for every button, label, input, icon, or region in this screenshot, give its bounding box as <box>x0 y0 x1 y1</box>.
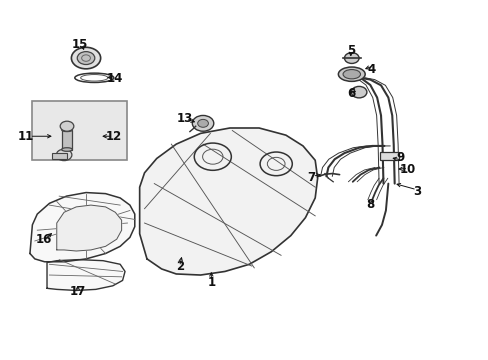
Text: 11: 11 <box>18 130 34 143</box>
Circle shape <box>197 120 208 127</box>
Circle shape <box>71 47 101 69</box>
Polygon shape <box>30 193 135 262</box>
Text: 9: 9 <box>396 151 404 164</box>
Text: 13: 13 <box>177 112 193 125</box>
Text: 17: 17 <box>69 285 86 298</box>
Circle shape <box>60 121 74 131</box>
Text: 3: 3 <box>413 185 421 198</box>
Text: 8: 8 <box>366 198 374 211</box>
Text: 7: 7 <box>307 171 315 184</box>
Ellipse shape <box>338 67 365 81</box>
Text: 16: 16 <box>35 233 52 246</box>
Polygon shape <box>47 260 125 291</box>
Ellipse shape <box>61 128 72 132</box>
Bar <box>52 153 66 159</box>
Polygon shape <box>140 128 317 275</box>
Text: 2: 2 <box>176 260 184 273</box>
Circle shape <box>56 149 72 161</box>
Text: 5: 5 <box>346 44 354 57</box>
Text: 15: 15 <box>71 38 88 51</box>
Circle shape <box>192 116 213 131</box>
Text: 1: 1 <box>207 276 215 289</box>
Ellipse shape <box>343 69 360 79</box>
Text: 6: 6 <box>347 87 355 100</box>
Text: 14: 14 <box>107 72 123 85</box>
Ellipse shape <box>61 148 72 151</box>
Circle shape <box>350 86 366 98</box>
Text: 4: 4 <box>366 63 375 76</box>
Text: 10: 10 <box>399 163 415 176</box>
Bar <box>379 152 398 160</box>
Polygon shape <box>57 205 122 251</box>
Text: 12: 12 <box>105 130 122 143</box>
Bar <box>61 130 72 149</box>
Bar <box>32 101 127 160</box>
Circle shape <box>344 53 358 63</box>
Circle shape <box>77 51 95 64</box>
